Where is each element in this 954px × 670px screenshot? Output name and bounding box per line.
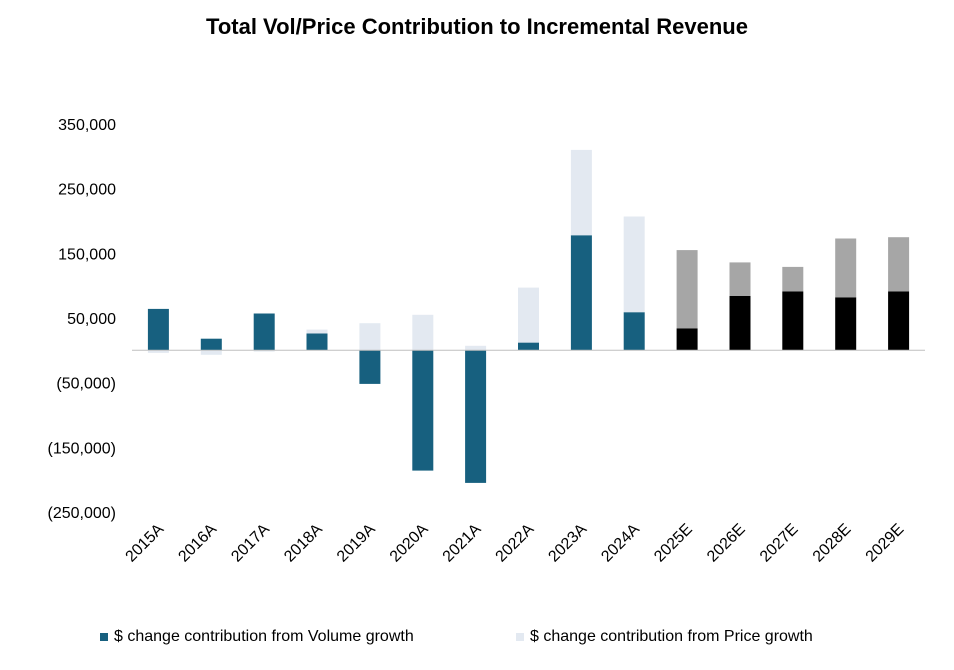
bar-price-2020A (412, 314, 434, 351)
bar-volume-2019A (359, 350, 381, 384)
bar-price-2019A (359, 323, 381, 351)
bar-volume-2016A (200, 338, 222, 351)
y-tick-label: 350,000 (58, 117, 116, 134)
x-tick-label: 2017A (228, 521, 273, 566)
x-axis-ticks: 2015A 2016A 2017A 2018A 2019A 2020A 2021A 2022A… (123, 521, 908, 566)
legend-label-volume: $ change contribution from Volume growth (114, 628, 414, 645)
bar-price-2028E (835, 238, 857, 298)
x-tick-label: 2024A (598, 521, 643, 566)
bar-price-2024A (623, 216, 645, 313)
legend-swatch-volume (100, 633, 108, 641)
x-tick-label: 2021A (440, 521, 485, 566)
y-axis-ticks: (250,000) (150,000) (50,000) 50,000 150,000 2… (48, 117, 117, 522)
bar-price-2021A (465, 345, 487, 351)
x-tick-label: 2020A (387, 521, 432, 566)
x-tick-label: 2016A (175, 521, 220, 566)
legend-item-price: $ change contribution from Price growth (516, 628, 813, 646)
y-tick-label: (150,000) (48, 440, 117, 457)
bar-price-2018A (306, 329, 328, 334)
bar-price-2015A (147, 350, 169, 353)
x-tick-label: 2018A (281, 521, 326, 566)
y-tick-label: 150,000 (58, 246, 116, 263)
y-tick-label: (250,000) (48, 505, 117, 522)
bar-volume-2023A (570, 235, 592, 351)
bar-volume-2018A (306, 333, 328, 351)
chart-title: Total Vol/Price Contribution to Incremen… (206, 14, 748, 39)
bar-price-2025E (676, 250, 698, 329)
x-tick-label: 2028E (810, 521, 855, 566)
bar-volume-2020A (412, 350, 434, 471)
bar-volume-2026E (729, 296, 751, 351)
y-tick-label: (50,000) (56, 376, 116, 393)
bar-volume-2024A (623, 312, 645, 351)
x-tick-label: 2019A (334, 521, 379, 566)
bar-volume-2025E (676, 328, 698, 351)
y-tick-label: 50,000 (67, 311, 116, 328)
bar-price-2027E (782, 266, 804, 292)
y-tick-label: 250,000 (58, 182, 116, 199)
x-tick-label: 2029E (863, 521, 908, 566)
x-tick-label: 2023A (545, 521, 590, 566)
bar-volume-2022A (518, 342, 539, 351)
bar-volume-2015A (147, 308, 169, 351)
bar-volume-2017A (253, 313, 275, 351)
bar-price-2023A (570, 149, 592, 236)
x-tick-label: 2025E (651, 521, 696, 566)
bar-price-2016A (200, 350, 222, 355)
chart-plot: (250,000) (150,000) (50,000) 50,000 150,000 2… (48, 117, 925, 566)
x-tick-label: 2027E (757, 521, 802, 566)
legend-swatch-price (516, 633, 524, 641)
x-tick-label: 2026E (704, 521, 749, 566)
bar-volume-2027E (782, 291, 804, 351)
legend-label-price: $ change contribution from Price growth (530, 628, 813, 645)
x-tick-label: 2022A (493, 521, 538, 566)
bar-volume-2021A (465, 350, 487, 483)
legend: $ change contribution from Volume growth… (0, 628, 954, 654)
bar-price-2017A (253, 350, 275, 352)
x-tick-label: 2015A (123, 521, 168, 566)
bars-layer (132, 149, 925, 483)
bar-price-2022A (518, 287, 539, 343)
bar-price-2029E (888, 237, 910, 292)
bar-price-2026E (729, 262, 751, 296)
bar-volume-2028E (835, 297, 857, 351)
bar-volume-2029E (888, 291, 910, 351)
legend-item-volume: $ change contribution from Volume growth (100, 628, 414, 646)
